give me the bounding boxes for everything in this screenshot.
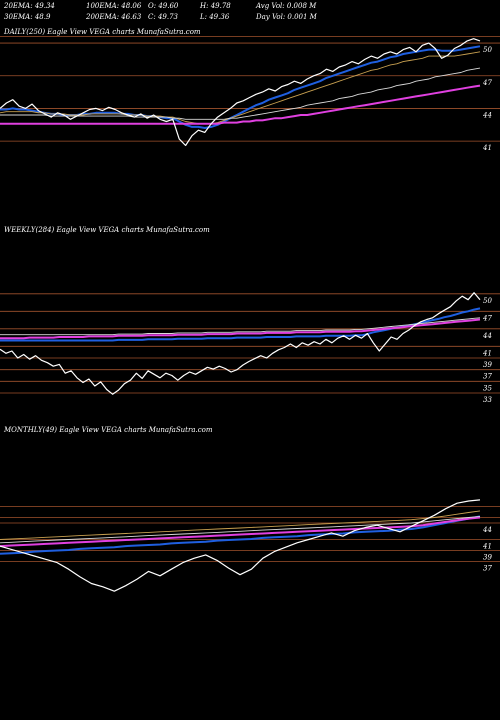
y-tick-label: 37 [483, 373, 492, 381]
y-tick-label: 41 [482, 349, 492, 357]
y-tick-label: 39 [483, 554, 492, 562]
y-tick-label: 33 [483, 396, 492, 404]
stat-ema20: 20EMA: 49.34 [4, 2, 55, 10]
y-tick-label: 35 [483, 384, 492, 392]
y-tick-label: 47 [482, 314, 492, 322]
ema-line-ema_fast [0, 515, 481, 555]
y-tick-label: 39 [483, 361, 492, 369]
y-tick-label: 47 [482, 79, 492, 87]
y-tick-label: 44 [482, 332, 492, 340]
y-tick-label: 44 [482, 526, 492, 534]
price-line [0, 499, 481, 592]
ema-line-ema_mid [0, 317, 481, 336]
stat-open: O: 49.60 [148, 2, 179, 10]
stat-high: H: 49.78 [200, 2, 231, 10]
y-tick-label: 44 [482, 111, 492, 119]
stat-low: L: 49.36 [200, 13, 230, 21]
ema-line-ema_white [0, 515, 481, 544]
ema-line-ema_slow [0, 318, 481, 340]
price-line [0, 292, 481, 395]
y-tick-label: 50 [483, 297, 492, 305]
price-line [0, 38, 481, 147]
y-tick-label: 41 [482, 144, 492, 152]
stat-close: C: 49.73 [148, 13, 178, 21]
stat-ema100: 100EMA: 48.06 [86, 2, 142, 10]
ema-line-ema100 [0, 67, 481, 120]
ema-line-ema_gold [0, 510, 481, 540]
stat-avg-vol: Avg Vol: 0.008 M [256, 2, 317, 10]
stat-ema30: 30EMA: 48.9 [4, 13, 51, 21]
daily-panel-label: DAILY(250) Eagle View VEGA charts Munafa… [4, 28, 201, 36]
ema-line-ema_mid [0, 516, 481, 548]
stat-day-vol: Day Vol: 0.001 M [256, 13, 317, 21]
y-tick-label: 41 [482, 543, 492, 551]
monthly-panel-label: MONTHLY(49) Eagle View VEGA charts Munaf… [4, 426, 213, 434]
ema-line-ema200 [0, 84, 481, 125]
y-tick-label: 37 [483, 565, 492, 573]
y-tick-label: 50 [483, 46, 492, 54]
stat-ema200: 200EMA: 46.63 [86, 13, 142, 21]
weekly-panel-label: WEEKLY(284) Eagle View VEGA charts Munaf… [4, 226, 210, 234]
